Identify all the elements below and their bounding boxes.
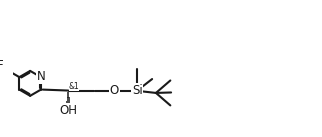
Text: &1: &1: [69, 82, 80, 91]
Text: F: F: [0, 59, 3, 72]
Text: O: O: [109, 84, 119, 97]
Text: OH: OH: [59, 104, 77, 117]
Text: N: N: [37, 70, 46, 83]
Text: Si: Si: [132, 84, 143, 97]
